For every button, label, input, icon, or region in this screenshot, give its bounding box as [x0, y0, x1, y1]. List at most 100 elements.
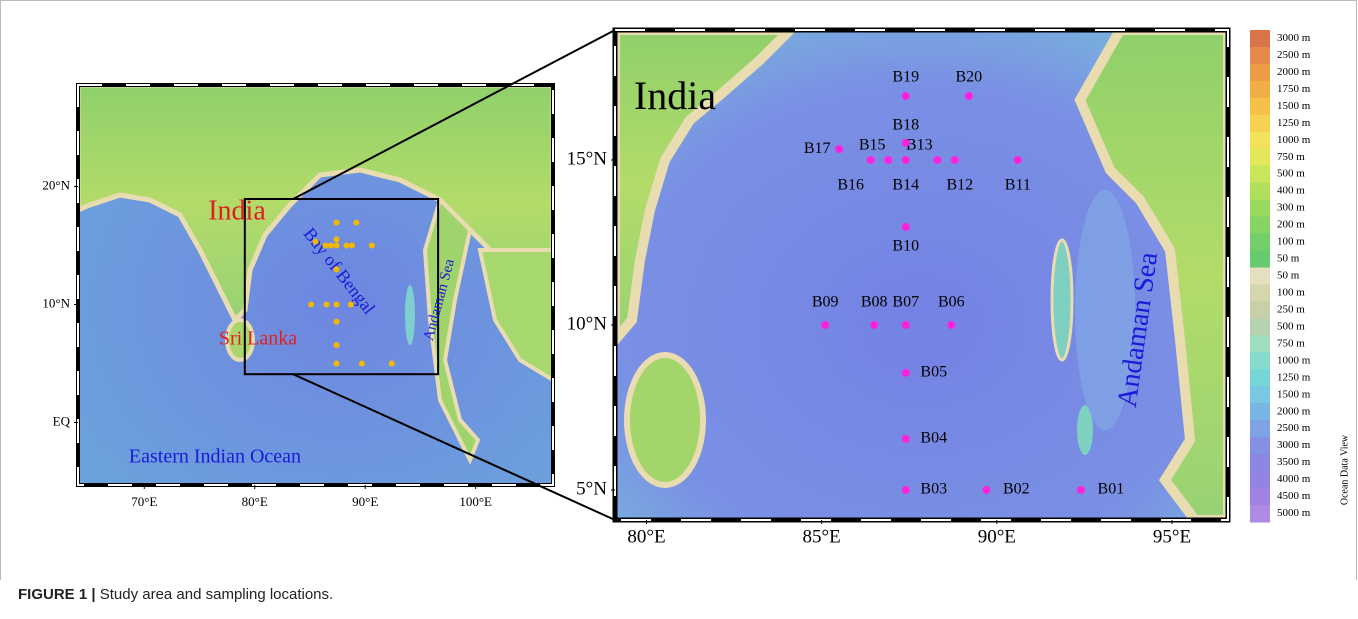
- legend-label: 4000 m: [1277, 473, 1311, 485]
- station-dot-overview: [324, 301, 330, 307]
- station-dot: [902, 369, 910, 377]
- legend-swatch: [1250, 335, 1270, 352]
- x-tick-label: 85°E: [803, 526, 841, 547]
- figure: Ocean Data View 70°E80°E90°E100°EEQ10°N2…: [0, 0, 1358, 619]
- station-dot: [947, 321, 955, 329]
- legend-swatch: [1250, 132, 1270, 149]
- station-dot: [902, 92, 910, 100]
- x-tick-label: 80°E: [627, 526, 665, 547]
- station-dot: [902, 223, 910, 231]
- legend-label: 2500 m: [1277, 49, 1311, 61]
- overview-terrain: [78, 85, 553, 485]
- y-tick-label: 10°N: [42, 295, 70, 310]
- station-dot: [902, 156, 910, 164]
- station-label: B12: [946, 177, 973, 194]
- legend-swatch: [1250, 47, 1270, 64]
- station-dot-overview: [333, 301, 339, 307]
- caption-label: FIGURE 1 |: [18, 586, 96, 603]
- legend-label: 5000 m: [1277, 507, 1311, 519]
- place-label: Sri Lanka: [219, 328, 297, 350]
- station-label: B16: [837, 177, 864, 194]
- station-label: B11: [1005, 177, 1031, 194]
- legend-label: 750 m: [1277, 337, 1305, 349]
- station-label: B15: [859, 137, 886, 154]
- station-dot: [982, 486, 990, 494]
- station-dot-overview: [349, 242, 355, 248]
- legend-label: 2000 m: [1277, 405, 1311, 417]
- station-label: B13: [906, 137, 933, 154]
- legend-label: 1000 m: [1277, 134, 1311, 146]
- caption-text: Study area and sampling locations.: [100, 586, 333, 603]
- legend-label: 750 m: [1277, 151, 1305, 163]
- legend-label: 500 m: [1277, 320, 1305, 332]
- station-label: B20: [955, 69, 982, 86]
- station-dot: [902, 139, 910, 147]
- legend-label: 100 m: [1277, 236, 1305, 248]
- y-tick-label: 5°N: [576, 478, 607, 499]
- station-dot-overview: [333, 342, 339, 348]
- station-dot-overview: [359, 360, 365, 366]
- legend-swatch: [1250, 369, 1270, 386]
- place-label: India: [634, 73, 716, 118]
- legend-label: 4500 m: [1277, 490, 1311, 502]
- legend-swatch: [1250, 284, 1270, 301]
- station-dot: [965, 92, 973, 100]
- station-dot: [867, 156, 875, 164]
- legend-swatch: [1250, 149, 1270, 166]
- legend-swatch: [1250, 268, 1270, 285]
- station-label: B06: [938, 294, 965, 311]
- legend-swatch: [1250, 115, 1270, 132]
- station-label: B05: [920, 364, 947, 381]
- legend-label: 2500 m: [1277, 422, 1311, 434]
- legend-swatch: [1250, 352, 1270, 369]
- legend-label: 3500 m: [1277, 456, 1311, 468]
- x-tick-label: 90°E: [352, 494, 378, 509]
- x-tick-label: 95°E: [1153, 526, 1191, 547]
- legend-swatch: [1250, 488, 1270, 505]
- x-tick-label: 90°E: [978, 526, 1016, 547]
- legend-label: 1000 m: [1277, 354, 1311, 366]
- station-label: B09: [812, 294, 839, 311]
- legend-label: 1750 m: [1277, 83, 1311, 95]
- y-tick-label: 10°N: [567, 313, 608, 334]
- legend-swatch: [1250, 166, 1270, 183]
- place-label: India: [208, 195, 266, 226]
- legend-label: 300 m: [1277, 202, 1305, 214]
- legend-swatch: [1250, 403, 1270, 420]
- station-dot-overview: [313, 239, 319, 245]
- station-label: B18: [892, 117, 919, 134]
- station-label: B03: [920, 481, 947, 498]
- station-dot: [951, 156, 959, 164]
- legend-label: 2000 m: [1277, 66, 1311, 78]
- legend-swatch: [1250, 183, 1270, 200]
- y-tick-label: EQ: [53, 413, 71, 428]
- station-dot: [884, 156, 892, 164]
- x-tick-label: 100°E: [459, 494, 492, 509]
- legend-label: 1250 m: [1277, 117, 1311, 129]
- station-dot-overview: [333, 266, 339, 272]
- legend-label: 1500 m: [1277, 388, 1311, 400]
- station-dot-overview: [308, 301, 314, 307]
- x-tick-label: 80°E: [242, 494, 268, 509]
- station-label: B19: [892, 69, 919, 86]
- map-figure: Ocean Data View 70°E80°E90°E100°EEQ10°N2…: [0, 0, 1358, 580]
- legend-label: 250 m: [1277, 303, 1305, 315]
- station-dot-overview: [353, 220, 359, 226]
- station-dot: [902, 321, 910, 329]
- station-dot-overview: [328, 242, 334, 248]
- legend-swatch: [1250, 64, 1270, 81]
- place-label: Eastern Indian Ocean: [129, 446, 301, 468]
- legend-label: 3000 m: [1277, 439, 1311, 451]
- legend-label: 50 m: [1277, 270, 1300, 282]
- station-dot: [870, 321, 878, 329]
- x-tick-label: 70°E: [131, 494, 157, 509]
- station-label: B17: [804, 140, 831, 157]
- legend-swatch: [1250, 505, 1270, 522]
- station-dot: [821, 321, 829, 329]
- station-dot-overview: [333, 220, 339, 226]
- station-dot: [933, 156, 941, 164]
- y-tick-label: 15°N: [567, 148, 608, 169]
- legend-swatch: [1250, 301, 1270, 318]
- legend-label: 50 m: [1277, 253, 1300, 265]
- station-dot: [902, 435, 910, 443]
